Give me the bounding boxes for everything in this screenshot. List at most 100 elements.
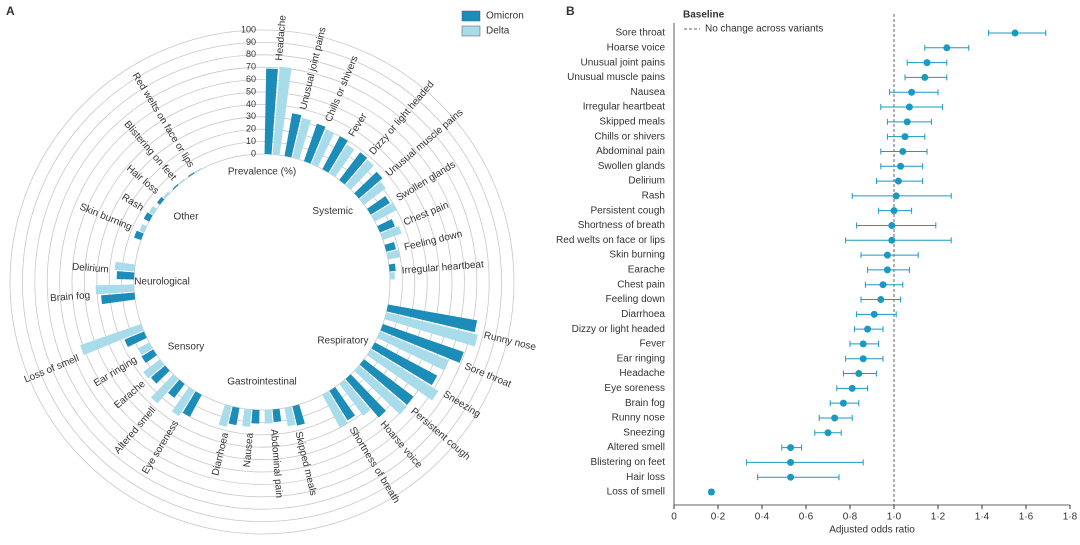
bar (377, 331, 449, 371)
bar (339, 152, 368, 185)
category-label: Irregular heartbeat (583, 102, 665, 113)
category-label: Runny nose (483, 330, 538, 353)
bar (359, 359, 414, 405)
group-label: Respiratory (317, 335, 368, 346)
bar (172, 184, 179, 190)
category-label: Loss of smell (23, 353, 81, 385)
category-label: Rash (120, 192, 146, 214)
bar (359, 181, 386, 205)
category-label: Sneezing (441, 389, 482, 420)
r-tick-label: 60 (246, 74, 256, 84)
bar (329, 387, 356, 421)
x-tick-label: 0·2 (711, 512, 726, 523)
category-label: Hair loss (626, 472, 665, 483)
point (901, 133, 909, 141)
bar (101, 292, 136, 305)
bar (292, 404, 305, 426)
panel-a-title: A (6, 4, 15, 18)
legend-label: Omicron (486, 11, 524, 22)
point (859, 355, 867, 363)
category-label: Unusual joint pains (298, 26, 328, 111)
r-tick-label: 90 (246, 37, 256, 47)
point (831, 414, 839, 422)
group-label: Neurological (134, 277, 190, 288)
category-label: Sneezing (623, 427, 665, 438)
category-label: Hoarse voice (607, 42, 666, 53)
bar (386, 304, 478, 333)
x-tick-label: 0·8 (843, 512, 858, 523)
r-tick-label: 70 (246, 62, 256, 72)
bar (380, 225, 402, 241)
bar (292, 117, 312, 160)
point (883, 251, 891, 259)
bar (311, 129, 335, 167)
category-label: Altered smell (607, 442, 665, 453)
bar (178, 178, 185, 185)
point (855, 370, 863, 378)
bar (367, 349, 439, 401)
bar (163, 191, 170, 199)
point (903, 118, 911, 126)
category-label: Persistent cough (591, 205, 666, 216)
x-tick-label: 0·6 (799, 512, 814, 523)
group-label: Gastrointestinal (227, 377, 296, 388)
point (908, 88, 916, 96)
bar (150, 374, 179, 404)
point (859, 340, 867, 348)
x-axis-label: Adjusted odds ratio (829, 525, 915, 536)
axis-label: Prevalence (%) (228, 167, 296, 178)
panel-b-title: B (566, 4, 575, 18)
category-label: Brain fog (50, 290, 91, 304)
x-tick-label: 0 (671, 512, 677, 523)
point (864, 325, 872, 333)
category-label: Ear ringing (617, 353, 665, 364)
bar (171, 387, 195, 417)
category-label: Headache (274, 14, 289, 61)
category-label: Feeling down (606, 294, 665, 305)
category-label: Red welts on face or lips (130, 71, 196, 170)
category-label: Skipped meals (599, 116, 665, 127)
category-label: Red welts on face or lips (556, 235, 665, 246)
x-tick-label: 0·4 (755, 512, 770, 523)
category-label: Blistering on feet (591, 457, 666, 468)
x-tick-label: 1·6 (1019, 512, 1034, 523)
category-label: Brain fog (625, 398, 665, 409)
r-tick-label: 40 (246, 99, 256, 109)
legend-title: Baseline (683, 10, 725, 21)
r-tick-label: 30 (246, 111, 256, 121)
bar (384, 241, 396, 252)
bar (138, 342, 153, 355)
bar (124, 331, 147, 348)
point (707, 488, 715, 496)
point (888, 236, 896, 244)
bar (264, 68, 278, 155)
legend-label: No change across variants (705, 24, 823, 35)
legend-swatch (461, 10, 481, 22)
point (879, 281, 887, 289)
bar (384, 312, 478, 347)
bar (371, 202, 397, 222)
bar (303, 123, 326, 164)
bar (354, 365, 407, 415)
point (905, 103, 913, 111)
bar (80, 323, 144, 355)
category-label: Sore throat (616, 28, 666, 39)
category-label: Shortness of breath (578, 220, 665, 231)
point (897, 162, 905, 170)
category-label: Dizzy or light headed (572, 324, 665, 335)
bar (143, 359, 165, 379)
category-label: Altered smell (112, 405, 158, 456)
bar (329, 144, 355, 177)
bar (386, 249, 401, 260)
grid-ring (71, 91, 453, 473)
bar (354, 171, 383, 199)
r-tick-label: 0 (251, 148, 256, 158)
bar (345, 374, 386, 418)
point (787, 444, 795, 452)
r-tick-label: 80 (246, 49, 256, 59)
point (888, 221, 896, 229)
grid-ring (9, 29, 515, 535)
bar (264, 409, 273, 424)
bar (95, 284, 135, 295)
